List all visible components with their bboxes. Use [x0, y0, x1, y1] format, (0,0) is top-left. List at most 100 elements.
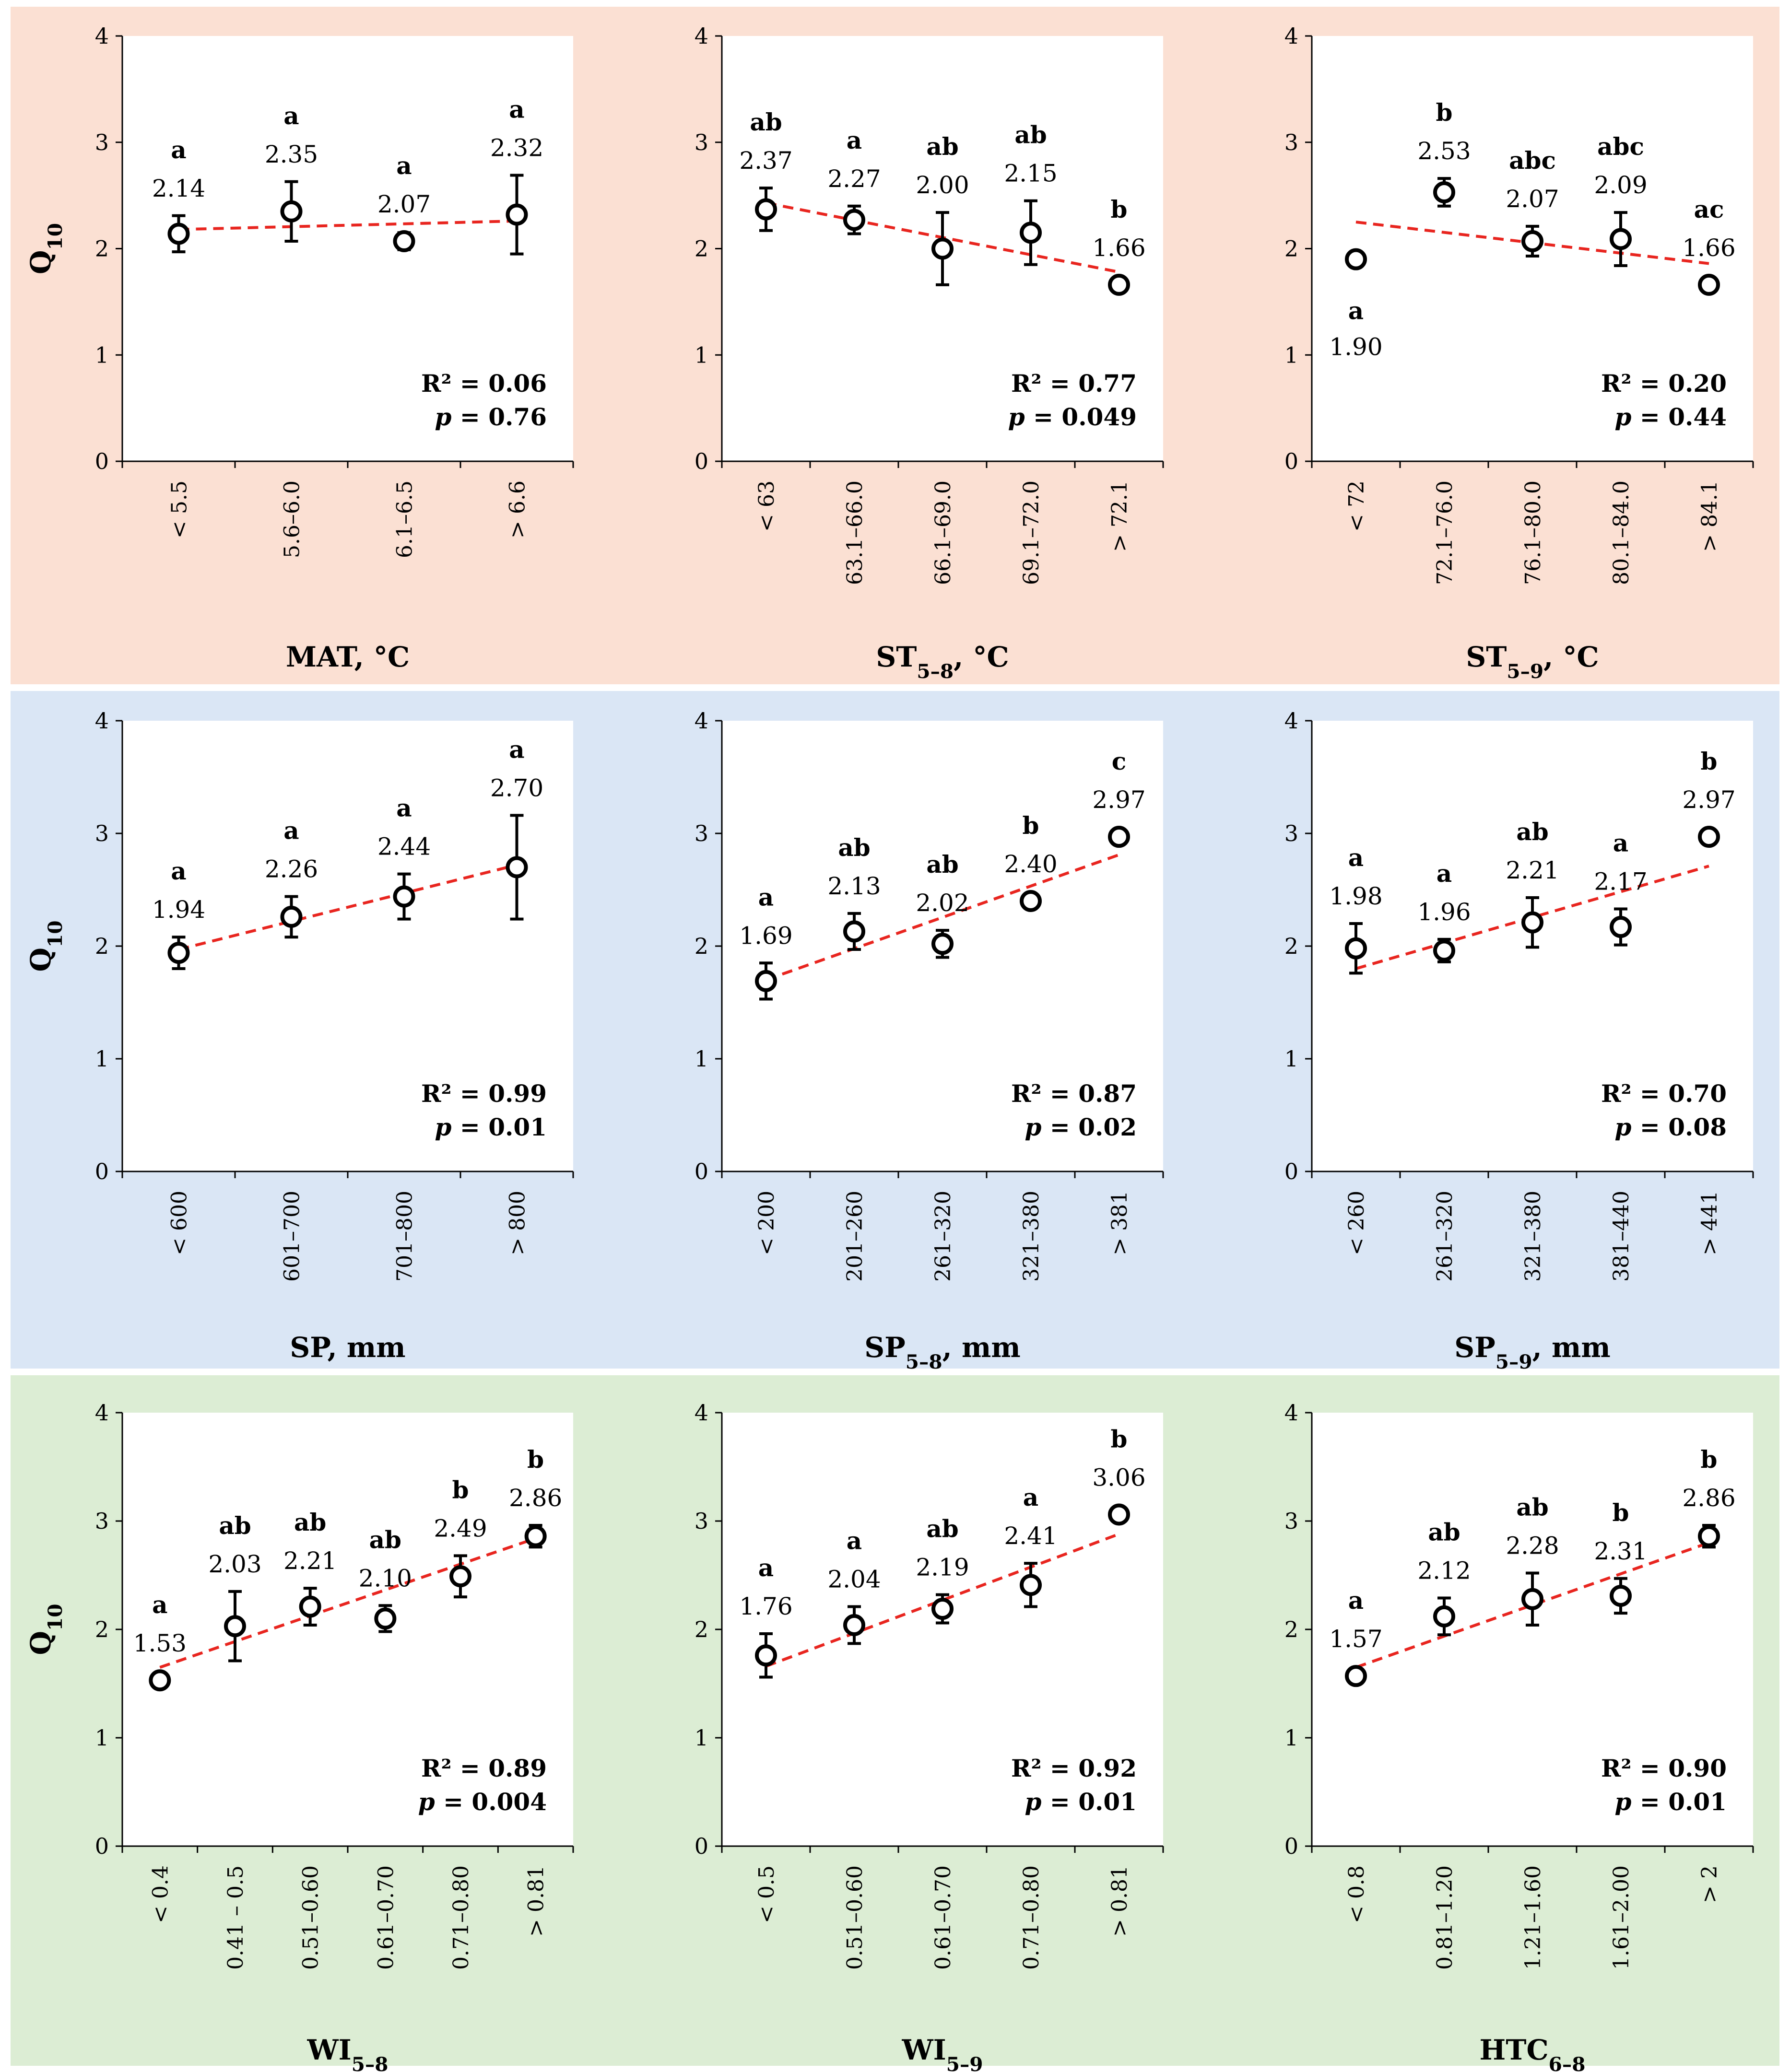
x-tick-label: 601–700: [280, 1191, 305, 1282]
y-tick-label: 2: [1284, 236, 1298, 262]
significance-letter: b: [1701, 1445, 1718, 1474]
trend-line: [765, 1533, 1120, 1668]
x-tick-label: 0.71–0.80: [449, 1865, 473, 1970]
data-point-group: 2.21 ab: [283, 1508, 337, 1627]
y-tick-label: 4: [95, 23, 109, 49]
significance-letter: ab: [1516, 818, 1548, 846]
data-point: [149, 1669, 171, 1692]
r-squared-label: R² = 0.92: [1011, 1754, 1137, 1782]
data-point-group: 2.00 ab: [916, 132, 969, 286]
significance-letter: a: [847, 1527, 862, 1555]
data-point-group: 2.31 b: [1594, 1498, 1648, 1615]
plot-area: [722, 1413, 1163, 1846]
y-tick-label: 4: [1284, 1400, 1298, 1426]
value-label: 2.19: [916, 1554, 969, 1581]
data-point-group: 2.21 ab: [1506, 818, 1559, 949]
x-tick-label: 72.1–76.0: [1433, 480, 1457, 585]
x-axis-label: WI5–9: [901, 2034, 983, 2072]
x-tick-label: > 84.1: [1697, 480, 1722, 552]
value-label: 2.53: [1417, 137, 1471, 165]
r-squared-label: R² = 0.87: [1011, 1079, 1137, 1108]
data-point: [280, 905, 303, 928]
data-point: [1698, 1525, 1720, 1547]
data-point: [506, 856, 528, 878]
data-point-group: 3.06 b: [1092, 1425, 1146, 1526]
data-point: [755, 1644, 777, 1667]
data-point: [755, 970, 777, 992]
value-label: 2.97: [1092, 786, 1145, 814]
significance-letter: ab: [926, 132, 958, 161]
value-label: 1.96: [1417, 898, 1471, 926]
data-point: [374, 1607, 397, 1630]
y-tick-label: 0: [1284, 1833, 1298, 1859]
data-point: [1698, 273, 1720, 296]
y-tick-label: 2: [1284, 1616, 1298, 1642]
y-tick-label: 2: [695, 236, 708, 262]
significance-letter: ab: [926, 1515, 958, 1543]
x-tick-label: 63.1–66.0: [843, 480, 867, 585]
x-tick-label: > 72.1: [1107, 480, 1132, 552]
x-axis-label: HTC6–8: [1480, 2034, 1586, 2072]
trend-line: [159, 1537, 536, 1669]
value-label: 2.10: [359, 1564, 412, 1592]
significance-letter: ab: [369, 1525, 401, 1554]
r-squared-label: R² = 0.99: [421, 1079, 547, 1108]
y-axis-label: Q10: [24, 1604, 67, 1655]
value-label: 2.17: [1594, 867, 1647, 895]
p-value-label: p = 0.049: [1008, 403, 1137, 431]
data-point: [1345, 937, 1367, 960]
significance-letter: a: [1437, 859, 1452, 888]
x-tick-label: 201–260: [843, 1191, 867, 1282]
x-tick-label: 0.61–0.70: [931, 1865, 955, 1970]
y-tick-label: 1: [1284, 1046, 1298, 1072]
data-point-group: 2.44 a: [377, 794, 431, 921]
significance-letter: b: [452, 1475, 469, 1504]
value-label: 2.15: [1004, 160, 1057, 187]
data-point: [1433, 1605, 1455, 1627]
chart-panel-5: 0 1 2 3 4 < 200 201–260 261–320 321–380 > 381 SP5–…: [695, 708, 1164, 1373]
y-tick-label: 1: [1284, 1725, 1298, 1751]
significance-letter: ab: [219, 1511, 251, 1540]
significance-letter: b: [1111, 1425, 1128, 1453]
y-tick-label: 0: [695, 1159, 708, 1184]
trend-line: [178, 219, 517, 231]
x-tick-label: 1.61–2.00: [1609, 1865, 1634, 1970]
significance-letter: a: [509, 95, 524, 123]
significance-letter: abc: [1509, 146, 1556, 175]
data-point-group: 2.37 ab: [739, 108, 793, 232]
value-label: 1.94: [152, 896, 205, 924]
chart-panels: 0 1 2 3 4 < 5.5 5.6–6.0 6.1–6.5 > 6.6 Q10 MAT, °C 2…: [24, 23, 1754, 2072]
y-axis-label: Q10: [24, 921, 67, 972]
x-axis-label: ST5–9, °C: [1466, 641, 1599, 683]
data-point: [931, 237, 954, 260]
data-point: [167, 222, 190, 245]
y-tick-label: 1: [695, 1725, 708, 1751]
data-point-group: 2.04 a: [827, 1527, 881, 1645]
data-point-group: 2.97 c: [1092, 747, 1146, 848]
data-point: [1610, 228, 1632, 250]
significance-letter: a: [283, 817, 299, 845]
y-tick-label: 2: [695, 933, 708, 959]
value-label: 2.13: [827, 872, 881, 900]
y-tick-label: 3: [95, 1508, 109, 1534]
chart-panel-4: 0 1 2 3 4 < 600 601–700 701–800 > 800 Q10 SP, mm 1.…: [24, 708, 574, 1364]
significance-letter: a: [396, 794, 412, 822]
x-tick-label: 0.81–1.20: [1433, 1865, 1457, 1970]
value-label: 2.21: [283, 1547, 337, 1575]
y-tick-label: 4: [95, 1400, 109, 1426]
r-squared-label: R² = 0.70: [1601, 1079, 1727, 1108]
p-value-label: p = 0.44: [1615, 403, 1727, 431]
data-point: [1108, 273, 1130, 296]
data-point: [843, 209, 865, 231]
plot-area: [122, 36, 573, 461]
x-tick-label: < 0.8: [1344, 1865, 1369, 1923]
x-tick-label: 66.1–69.0: [931, 480, 955, 585]
significance-letter: a: [509, 735, 524, 763]
chart-panel-3: 0 1 2 3 4 < 72 72.1–76.0 76.1–80.0 80.1–84.0 > 84…: [1284, 23, 1754, 683]
significance-letter: ab: [1428, 1518, 1460, 1546]
value-label: 2.04: [827, 1566, 881, 1593]
data-point-group: 1.53 a: [133, 1591, 187, 1692]
y-tick-label: 0: [1284, 448, 1298, 474]
value-label: 1.66: [1092, 234, 1145, 262]
significance-letter: a: [758, 1554, 774, 1582]
